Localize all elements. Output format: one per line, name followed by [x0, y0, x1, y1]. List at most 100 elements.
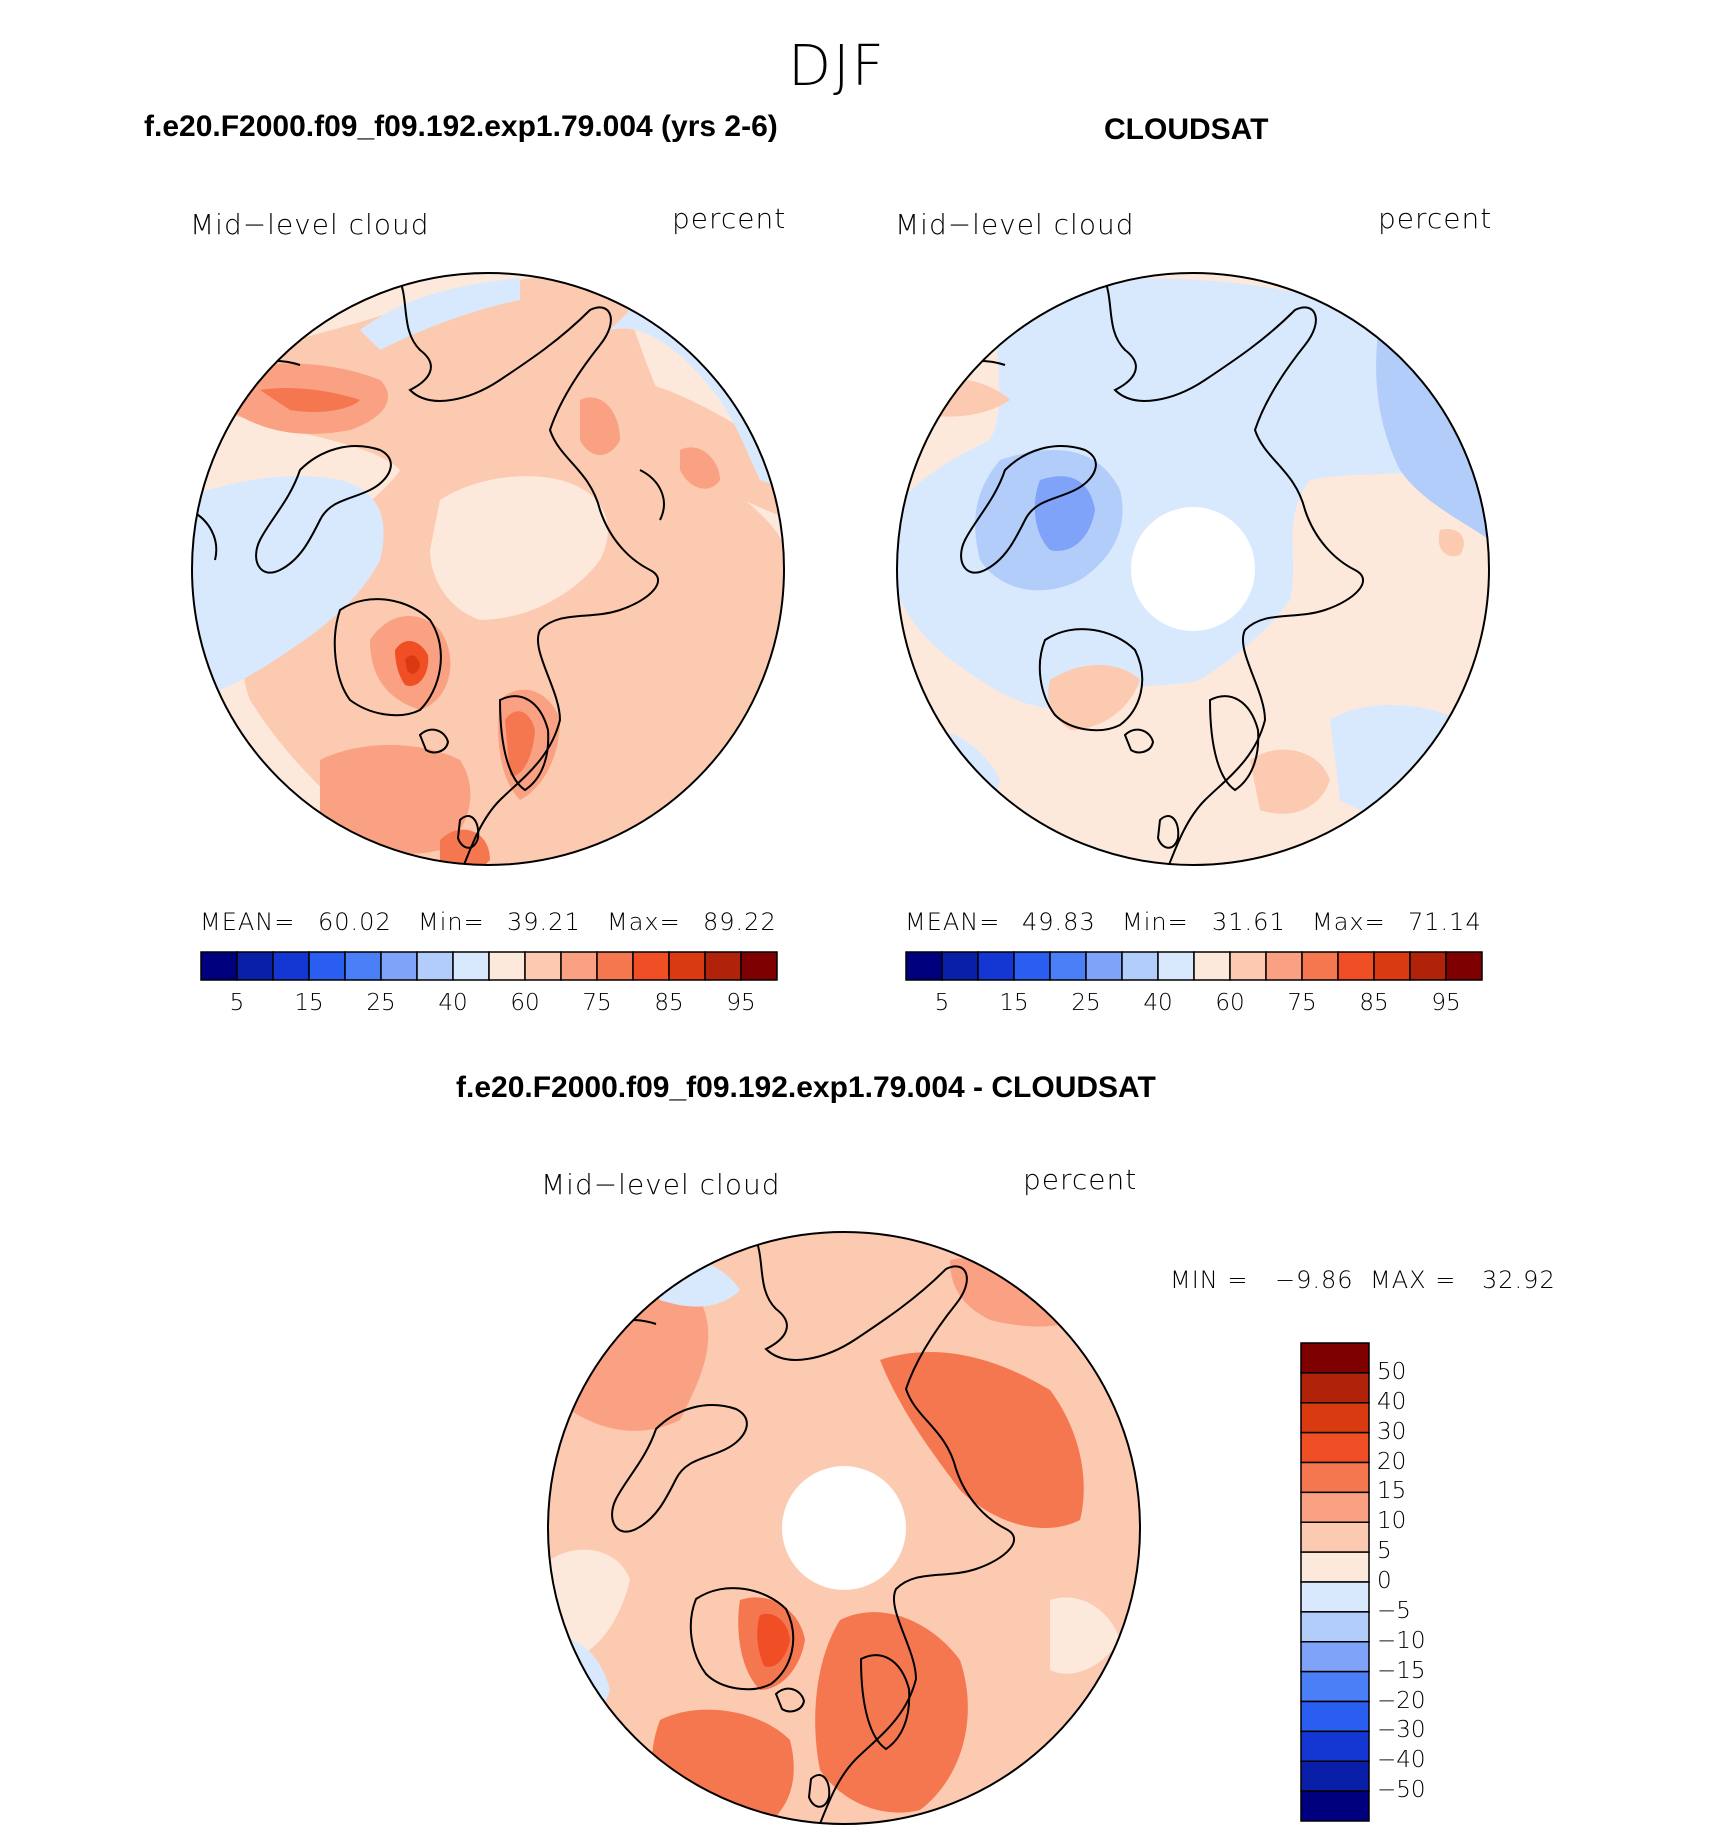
colorbar-tick-label: 0 [1377, 1568, 1392, 1594]
colorbar-tick-label: 15 [294, 990, 324, 1016]
diff-min-value: −9.86 [1275, 1266, 1354, 1294]
colorbar-swatch [1300, 1342, 1370, 1374]
colorbar-swatch [1409, 951, 1447, 981]
colorbar-tick-label: 40 [1143, 990, 1173, 1016]
colorbar-swatch [524, 951, 562, 981]
diff-min-label: MIN = [1170, 1266, 1249, 1294]
diff-map-border [547, 1231, 1141, 1825]
model-mean-value: 60.02 [318, 908, 392, 936]
season-title: DJF [788, 34, 886, 99]
colorbar-swatch [1013, 951, 1051, 981]
colorbar-swatch [1049, 951, 1087, 981]
colorbar-tick-label: 15 [1377, 1478, 1407, 1505]
obs-panel-title: CLOUDSAT [1104, 113, 1269, 146]
colorbar-swatch [596, 951, 634, 981]
obs-polar-map [896, 272, 1490, 866]
model-mean-label: MEAN= [200, 908, 296, 936]
colorbar-swatch [1300, 1641, 1370, 1673]
colorbar-swatch [1300, 1611, 1370, 1643]
model-max-label: Max= [607, 908, 681, 936]
colorbar-swatch [488, 951, 526, 981]
colorbar-tick-label: 5 [934, 990, 950, 1016]
colorbar-swatch [1337, 951, 1375, 981]
colorbar-tick-label: −30 [1377, 1717, 1426, 1744]
colorbar-tick-label: −5 [1377, 1597, 1411, 1624]
diff-max-value: 32.92 [1482, 1266, 1556, 1294]
colorbar-swatch [344, 951, 382, 981]
colorbar-swatch [1300, 1431, 1370, 1464]
model-contour-fill [192, 273, 784, 865]
colorbar-swatch [1085, 951, 1123, 981]
obs-min-value: 31.61 [1212, 908, 1286, 936]
obs-map-border [896, 272, 1490, 866]
obs-units-label: percent [1378, 202, 1493, 235]
colorbar-swatch [704, 951, 742, 981]
colorbar-swatch [1300, 1670, 1370, 1703]
diff-max-label: MAX = [1370, 1266, 1457, 1294]
colorbar-swatch [668, 951, 706, 981]
colorbar-tick-label: 85 [654, 990, 684, 1016]
colorbar-swatch [452, 951, 490, 981]
obs-max-label: Max= [1312, 908, 1386, 936]
diff-units-label: percent [1023, 1163, 1138, 1196]
colorbar-tick-label: 95 [1431, 990, 1461, 1016]
colorbar-tick-label: 95 [726, 990, 756, 1016]
colorbar-swatch [1157, 951, 1195, 981]
colorbar-swatch [236, 951, 274, 981]
colorbar-tick-label: 25 [1071, 990, 1101, 1016]
colorbar-swatch [1301, 951, 1339, 981]
colorbar-swatch [1300, 1521, 1370, 1553]
diff-variable-label: Mid−level cloud [541, 1168, 781, 1201]
colorbar-tick-label: −50 [1377, 1777, 1426, 1804]
colorbar-tick-label: 5 [229, 990, 245, 1016]
colorbar-swatch [1300, 1372, 1370, 1404]
obs-variable-label: Mid−level cloud [895, 208, 1135, 241]
colorbar-swatch [1300, 1551, 1370, 1583]
colorbar-tick-label: 15 [999, 990, 1029, 1016]
colorbar-swatch [1300, 1730, 1370, 1762]
colorbar-tick-label: 40 [438, 990, 468, 1016]
model-panel-title: f.e20.F2000.f09_f09.192.exp1.79.004 (yrs… [144, 110, 778, 143]
colorbar-tick-label: 60 [1215, 990, 1245, 1016]
colorbar-swatch [740, 951, 778, 981]
colorbar-tick-label: 20 [1377, 1448, 1407, 1475]
colorbar-tick-label: 5 [1377, 1538, 1392, 1565]
diff-panel-title: f.e20.F2000.f09_f09.192.exp1.79.004 - CL… [456, 1071, 1156, 1104]
colorbar-swatch [308, 951, 346, 981]
obs-contour-fill [897, 278, 1489, 860]
colorbar-swatch [1445, 951, 1483, 981]
colorbar-swatch [1193, 951, 1231, 981]
colorbar-swatch [1300, 1461, 1370, 1494]
colorbar-tick-label: 25 [366, 990, 396, 1016]
colorbar-swatch [416, 951, 454, 981]
model-map-border [191, 272, 785, 866]
colorbar-swatch [1121, 951, 1159, 981]
colorbar-tick-label: 30 [1377, 1418, 1407, 1445]
obs-mean-label: MEAN= [905, 908, 1001, 936]
colorbar-swatch [1300, 1760, 1370, 1792]
colorbar-swatch [1300, 1790, 1370, 1822]
obs-min-label: Min= [1122, 908, 1189, 936]
colorbar-tick-label: −15 [1377, 1657, 1426, 1684]
colorbar-swatch [941, 951, 979, 981]
colorbar-swatch [1265, 951, 1303, 981]
obs-colorbar [905, 951, 1483, 981]
colorbar-tick-label: −40 [1377, 1747, 1426, 1774]
colorbar-swatch [1373, 951, 1411, 981]
colorbar-swatch [1300, 1700, 1370, 1733]
colorbar-tick-label: 10 [1377, 1508, 1407, 1535]
colorbar-swatch [1300, 1581, 1370, 1613]
colorbar-swatch [200, 951, 238, 981]
colorbar-tick-label: 75 [1287, 990, 1317, 1016]
model-units-label: percent [672, 202, 787, 235]
model-coastlines [192, 275, 665, 865]
obs-mean-value: 49.83 [1022, 908, 1096, 936]
colorbar-tick-label: −20 [1377, 1687, 1426, 1714]
colorbar-swatch [272, 951, 310, 981]
model-polar-map [191, 272, 785, 866]
colorbar-swatch [632, 951, 670, 981]
colorbar-tick-label: 40 [1377, 1388, 1407, 1415]
colorbar-tick-label: 75 [582, 990, 612, 1016]
colorbar-swatch [1229, 951, 1267, 981]
